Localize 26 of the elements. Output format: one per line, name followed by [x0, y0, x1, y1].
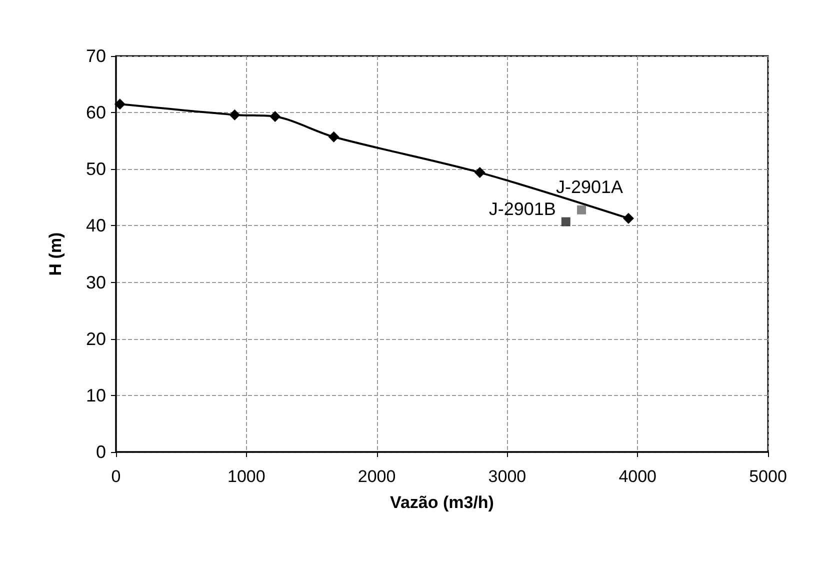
- y-axis-title: H (m): [46, 232, 65, 276]
- point: [114, 98, 126, 110]
- point: [577, 205, 586, 214]
- y-tick-label: 50: [86, 159, 106, 180]
- x-axis-title: Vazão (m3/h): [390, 493, 494, 512]
- point: [474, 167, 486, 178]
- y-tick-label: 0: [96, 442, 106, 462]
- x-tick-label: 3000: [488, 467, 526, 486]
- point: [270, 111, 281, 122]
- y-tick-label: 70: [86, 46, 106, 66]
- x-tick-label: 1000: [227, 467, 266, 486]
- point: [229, 109, 240, 120]
- y-tick-label: 40: [86, 216, 106, 236]
- point: [328, 131, 340, 142]
- x-tick-label: 2000: [358, 467, 396, 486]
- y-tick-label: 20: [86, 328, 106, 349]
- x-tick-label: 5000: [749, 467, 787, 486]
- y-tick-label: 10: [86, 385, 106, 406]
- point: [561, 217, 570, 226]
- x-tick-label: 0: [111, 467, 121, 486]
- x-tick-label: 4000: [618, 467, 657, 486]
- annotation: J-2901B: [488, 198, 556, 219]
- y-tick-label: 30: [86, 272, 106, 292]
- y-tick-label: 60: [86, 102, 106, 123]
- annotation: J-2901A: [556, 176, 624, 197]
- point: [622, 212, 634, 224]
